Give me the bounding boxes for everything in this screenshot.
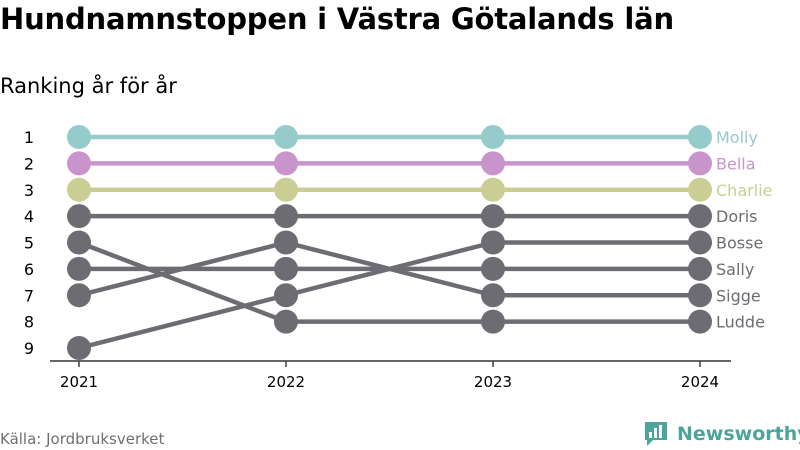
bar-chart-logo-icon [645, 422, 667, 446]
source-note: Källa: Jordbruksverket [0, 430, 165, 448]
point-molly-2023 [481, 125, 505, 149]
x-tick-label-2023: 2023 [474, 373, 512, 391]
point-ludde-2023 [481, 309, 505, 334]
point-molly-2024 [688, 125, 712, 149]
chart-subtitle: Ranking år för år [0, 74, 177, 98]
y-tick-label-8: 8 [24, 313, 34, 332]
point-molly-2021 [67, 125, 91, 149]
point-bella-2024 [688, 151, 712, 176]
point-bella-2023 [481, 151, 505, 176]
point-bosse-2024 [688, 230, 712, 255]
point-bella-2021 [67, 151, 91, 176]
point-bosse-2021 [67, 336, 91, 360]
brand-name: Newsworthy [677, 423, 800, 445]
y-tick-label-2: 2 [24, 154, 34, 173]
point-ludde-2024 [688, 309, 712, 334]
brand-logo: Newsworthy [643, 420, 800, 448]
point-doris-2022 [274, 204, 298, 229]
x-tick-label-2022: 2022 [267, 373, 305, 391]
point-ludde-2021 [67, 230, 91, 255]
series-label-bella: Bella [716, 154, 756, 173]
chart-title: Hundnamnstoppen i Västra Götalands län [0, 2, 674, 36]
point-charlie-2023 [481, 177, 505, 202]
series-label-molly: Molly [716, 128, 758, 147]
series-label-charlie: Charlie [716, 181, 772, 200]
point-bella-2022 [274, 151, 298, 176]
y-tick-label-5: 5 [24, 234, 34, 253]
series-labels: Molly Bella Charlie Doris Bosse Sally Sigge Lud… [716, 128, 772, 332]
point-charlie-2024 [688, 177, 712, 202]
point-sally-2023 [481, 256, 505, 281]
y-tick-label-9: 9 [24, 339, 34, 358]
x-tick-label-2021: 2021 [60, 373, 98, 391]
point-doris-2021 [67, 204, 91, 229]
series-label-sigge: Sigge [716, 286, 761, 305]
point-sigge-2024 [688, 283, 712, 308]
point-sally-2024 [688, 256, 712, 281]
series-label-doris: Doris [716, 207, 757, 226]
series-label-bosse: Bosse [716, 234, 763, 253]
point-sigge-2021 [67, 283, 91, 308]
y-tick-label-6: 6 [24, 260, 34, 279]
point-bosse-2023 [481, 230, 505, 255]
point-doris-2024 [688, 204, 712, 229]
point-sally-2021 [67, 256, 91, 281]
y-tick-label-7: 7 [24, 286, 34, 305]
x-tick-label-2024: 2024 [681, 373, 719, 391]
point-charlie-2022 [274, 177, 298, 202]
y-tick-label-4: 4 [24, 207, 34, 226]
point-sally-2022 [274, 256, 298, 281]
series-lines [76, 134, 703, 351]
point-doris-2023 [481, 204, 505, 229]
y-tick-label-1: 1 [24, 128, 34, 147]
point-ludde-2022 [274, 309, 298, 334]
series-label-ludde: Ludde [716, 313, 765, 332]
series-line-ludde [76, 240, 703, 324]
series-label-sally: Sally [716, 260, 754, 279]
point-charlie-2021 [67, 177, 91, 202]
point-sigge-2022 [274, 230, 298, 255]
point-bosse-2022 [274, 283, 298, 308]
y-tick-label-3: 3 [24, 181, 34, 200]
point-sigge-2023 [481, 283, 505, 308]
series-points [67, 125, 712, 360]
series-line-sigge [76, 240, 703, 298]
point-molly-2022 [274, 125, 298, 149]
